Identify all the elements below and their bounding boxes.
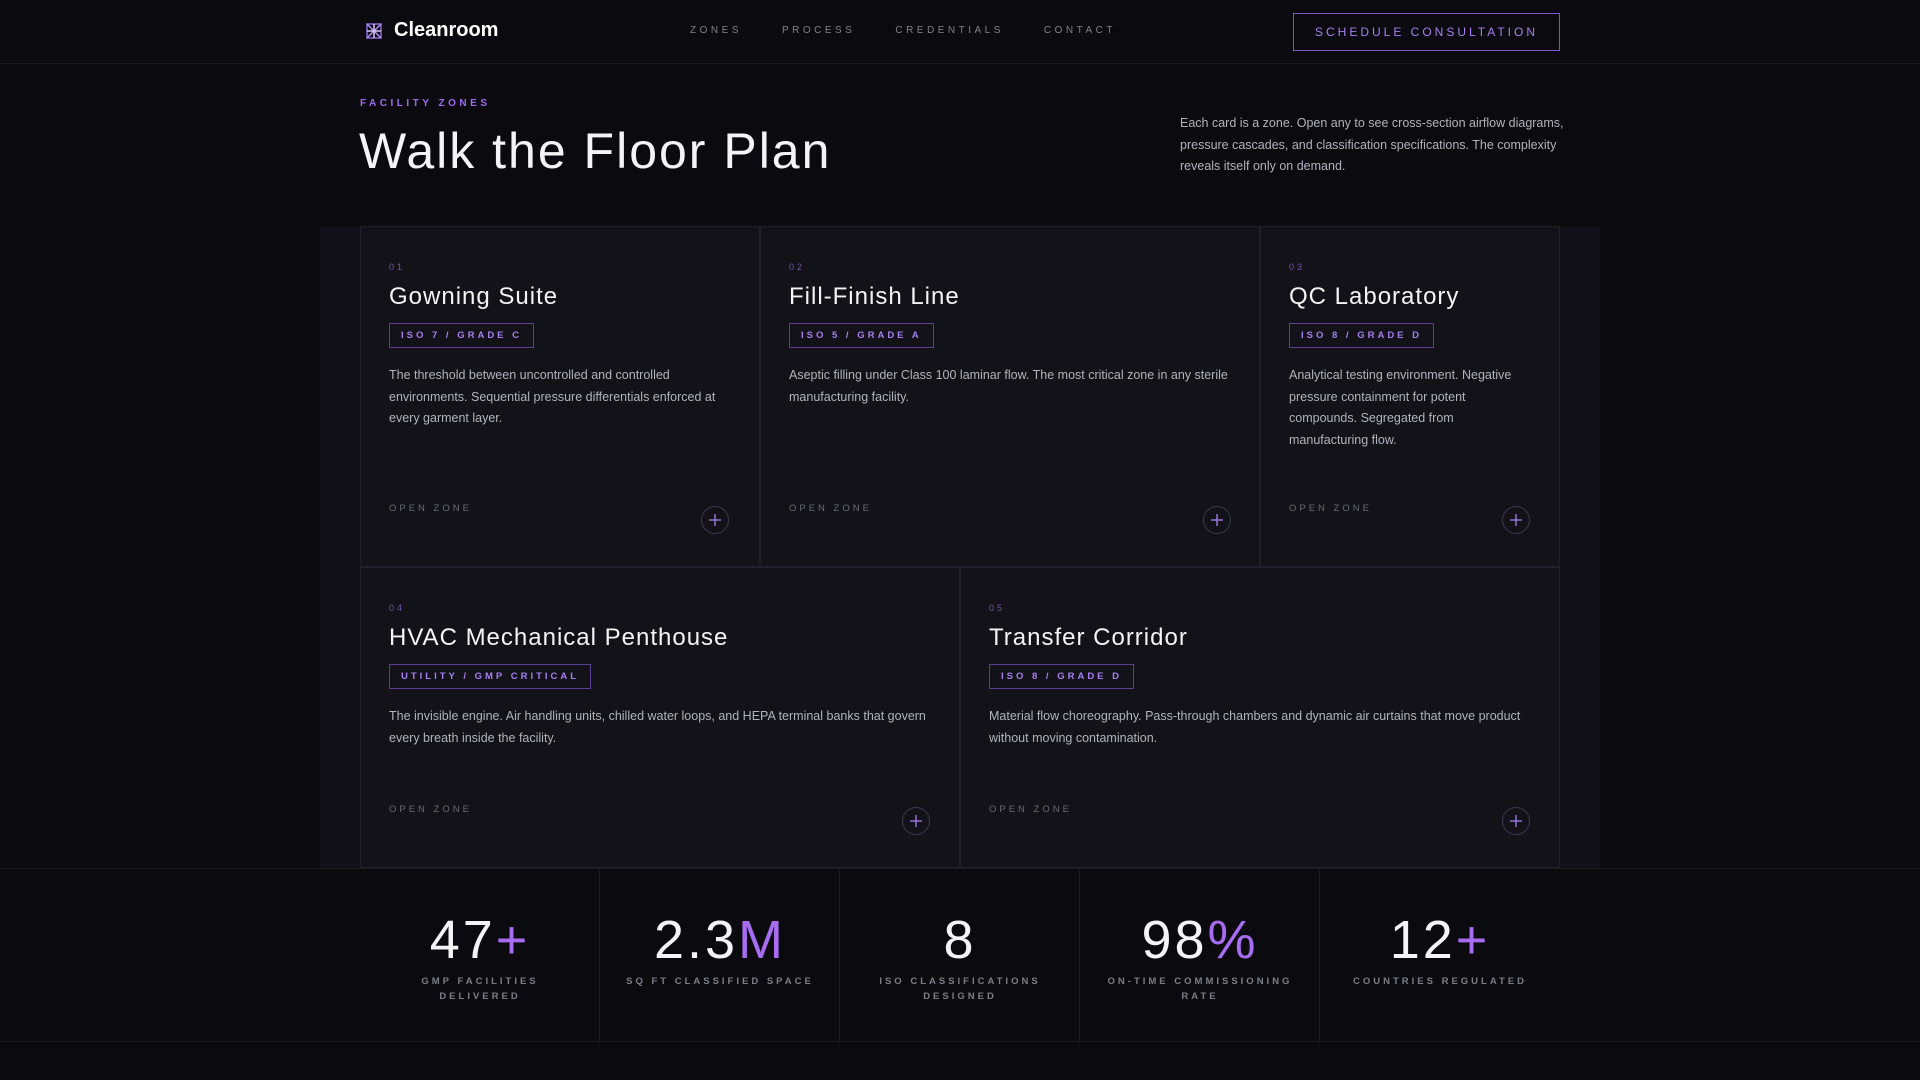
open-zone-button[interactable] xyxy=(701,506,729,534)
stat-value: 8 xyxy=(943,910,977,970)
brand-logo[interactable]: Cleanroom xyxy=(364,19,498,42)
stat-label: ISO CLASSIFICATIONS DESIGNED xyxy=(879,976,1041,1002)
open-zone-button[interactable] xyxy=(1203,506,1231,534)
open-zone-label[interactable]: OPEN ZONE xyxy=(389,503,472,514)
open-zone-label[interactable]: OPEN ZONE xyxy=(389,804,472,815)
zone-title: Fill-Finish Line xyxy=(789,283,960,310)
stat-value: 98% xyxy=(1141,910,1259,970)
zone-number: 03 xyxy=(1289,262,1306,272)
zone-card-qc-laboratory[interactable]: 03 QC Laboratory ISO 8 / GRADE D Analyti… xyxy=(1260,226,1560,567)
zone-description: Material flow choreography. Pass-through… xyxy=(989,709,1521,745)
zone-number: 05 xyxy=(989,603,1006,613)
zone-number: 04 xyxy=(389,603,406,613)
brand-name: Cleanroom xyxy=(394,19,499,41)
zone-card-transfer-corridor[interactable]: 05 Transfer Corridor ISO 8 / GRADE D Mat… xyxy=(960,567,1560,868)
page-title: Walk the Floor Plan xyxy=(359,123,832,179)
main-nav: ZONES PROCESS CREDENTIALS CONTACT xyxy=(690,25,1156,36)
stat-commissioning-rate: 98% ON-TIME COMMISSIONING RATE xyxy=(1080,869,1320,1043)
zone-card-hvac-mechanical-penthouse[interactable]: 04 HVAC Mechanical Penthouse UTILITY / G… xyxy=(360,567,960,868)
stat-countries: 12+ COUNTRIES REGULATED xyxy=(1320,869,1560,1043)
stat-classified-space: 2.3M SQ FT CLASSIFIED SPACE xyxy=(600,869,840,1043)
zone-classification-badge: ISO 5 / GRADE A xyxy=(789,323,934,348)
zone-classification-badge: UTILITY / GMP CRITICAL xyxy=(389,664,592,689)
nav-credentials[interactable]: CREDENTIALS xyxy=(895,25,1004,36)
stat-label: COUNTRIES REGULATED xyxy=(1353,976,1527,987)
section-intro: Each card is a zone. Open any to see cro… xyxy=(1180,116,1564,173)
plus-icon xyxy=(910,815,922,827)
nav-process[interactable]: PROCESS xyxy=(781,25,856,36)
schedule-consultation-button[interactable]: SCHEDULE CONSULTATION xyxy=(1293,13,1560,51)
zone-number: 02 xyxy=(789,262,806,272)
zone-title: Transfer Corridor xyxy=(989,624,1188,651)
plus-icon xyxy=(709,514,721,526)
nav-contact[interactable]: CONTACT xyxy=(1043,25,1116,36)
zone-title: HVAC Mechanical Penthouse xyxy=(389,624,729,651)
open-zone-label[interactable]: OPEN ZONE xyxy=(1289,503,1372,514)
open-zone-button[interactable] xyxy=(1502,807,1530,835)
zone-description: The threshold between uncontrolled and c… xyxy=(389,368,716,425)
zone-description: Aseptic filling under Class 100 laminar … xyxy=(789,368,1228,404)
site-header: Cleanroom ZONES PROCESS CREDENTIALS CONT… xyxy=(0,0,1920,64)
open-zone-label[interactable]: OPEN ZONE xyxy=(989,804,1072,815)
stat-value: 12+ xyxy=(1389,910,1491,970)
nav-zones[interactable]: ZONES xyxy=(690,25,742,36)
stat-label: ON-TIME COMMISSIONING RATE xyxy=(1107,976,1293,1002)
plus-icon xyxy=(1510,514,1522,526)
zone-classification-badge: ISO 8 / GRADE D xyxy=(989,664,1135,689)
stat-value: 47+ xyxy=(429,910,531,970)
zone-card-gowning-suite[interactable]: 01 Gowning Suite ISO 7 / GRADE C The thr… xyxy=(360,226,760,567)
plus-icon xyxy=(1211,514,1223,526)
open-zone-button[interactable] xyxy=(902,807,930,835)
zone-title: QC Laboratory xyxy=(1289,283,1460,310)
zone-number: 01 xyxy=(389,262,406,272)
section-eyebrow: FACILITY ZONES xyxy=(360,98,491,109)
zone-title: Gowning Suite xyxy=(389,283,559,310)
open-zone-label[interactable]: OPEN ZONE xyxy=(789,503,872,514)
stat-facilities: 47+ GMP FACILITIES DELIVERED xyxy=(360,869,600,1043)
stat-label: GMP FACILITIES DELIVERED xyxy=(421,976,539,1002)
open-zone-button[interactable] xyxy=(1502,506,1530,534)
zone-description: The invisible engine. Air handling units… xyxy=(389,709,926,745)
zone-description: Analytical testing environment. Negative… xyxy=(1289,368,1512,447)
zone-card-fill-finish-line[interactable]: 02 Fill-Finish Line ISO 5 / GRADE A Asep… xyxy=(760,226,1260,567)
stat-iso-classifications: 8 ISO CLASSIFICATIONS DESIGNED xyxy=(840,869,1080,1043)
zone-classification-badge: ISO 8 / GRADE D xyxy=(1289,323,1435,348)
plus-icon xyxy=(1510,815,1522,827)
stat-label: SQ FT CLASSIFIED SPACE xyxy=(626,976,814,987)
stat-value: 2.3M xyxy=(653,910,787,970)
zone-classification-badge: ISO 7 / GRADE C xyxy=(389,323,535,348)
grid-snowflake-icon xyxy=(366,22,382,39)
stats-bar: 47+ GMP FACILITIES DELIVERED 2.3M SQ FT … xyxy=(0,868,1920,1043)
